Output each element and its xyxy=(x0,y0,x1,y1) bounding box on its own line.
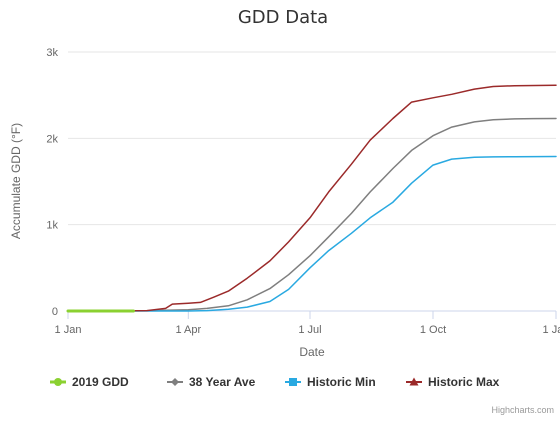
x-tick-label: 1 Jan xyxy=(543,324,560,336)
series-layer xyxy=(66,84,557,313)
x-tick-label: 1 Oct xyxy=(420,324,446,336)
y-axis-title: Accumulate GDD (°F) xyxy=(9,123,23,239)
series-line-historic-min[interactable] xyxy=(67,155,557,312)
y-tick-label: 2k xyxy=(46,133,58,145)
x-tick-label: 1 Apr xyxy=(175,324,201,336)
square-marker-icon xyxy=(289,378,297,386)
triangle-marker-icon xyxy=(409,377,419,386)
y-tick-label: 3k xyxy=(46,47,58,59)
x-tick-label: 1 Jul xyxy=(298,324,321,336)
credits-link[interactable]: Highcharts.com xyxy=(491,405,554,415)
circle-marker-icon xyxy=(54,378,62,386)
legend: 2019 GDD 38 Year Ave Historic Min Historic … xyxy=(50,375,500,389)
diamond-marker-icon xyxy=(171,378,179,386)
legend-item-2019-gdd[interactable]: 2019 GDD xyxy=(50,375,129,389)
y-tick-label: 1k xyxy=(46,220,58,232)
series-line-historic-max[interactable] xyxy=(67,84,557,312)
x-tick-label: 1 Jan xyxy=(55,324,82,336)
legend-item-historic-min[interactable]: Historic Min xyxy=(285,375,376,389)
legend-item-historic-max[interactable]: Historic Max xyxy=(406,375,500,389)
series-line-38-year-ave[interactable] xyxy=(67,117,557,312)
x-axis-title: Date xyxy=(299,345,325,359)
y-axis-ticks: 0 1k 2k 3k xyxy=(46,47,58,318)
legend-label: 2019 GDD xyxy=(72,375,129,389)
chart-title: GDD Data xyxy=(238,7,328,28)
legend-label: 38 Year Ave xyxy=(189,375,256,389)
grid-lines xyxy=(68,51,556,226)
x-axis-ticks: 1 Jan 1 Apr 1 Jul 1 Oct 1 Jan xyxy=(55,311,560,336)
legend-label: Historic Max xyxy=(428,375,500,389)
legend-label: Historic Min xyxy=(307,375,376,389)
legend-item-38-year-ave[interactable]: 38 Year Ave xyxy=(167,375,256,389)
y-tick-label: 0 xyxy=(52,306,58,318)
